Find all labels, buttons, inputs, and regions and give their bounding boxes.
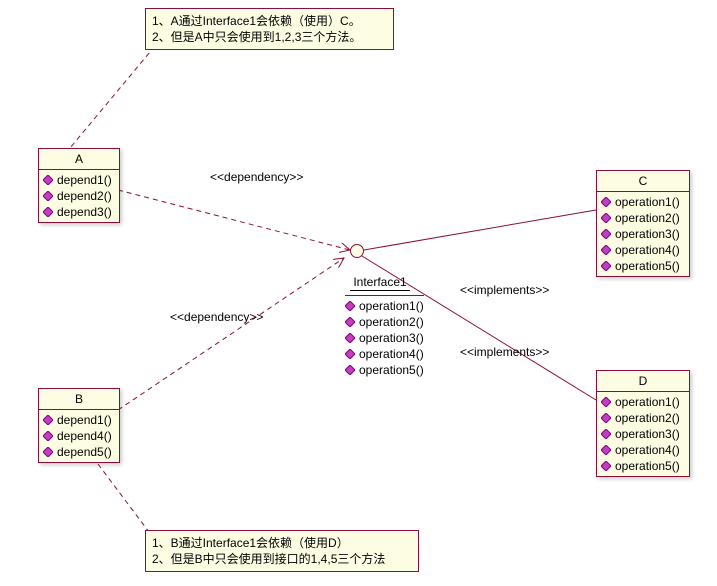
operation-icon xyxy=(43,431,53,441)
class-C-op: operation2() xyxy=(601,210,685,226)
edge-C_to_lolli xyxy=(364,210,596,250)
operation-icon xyxy=(601,429,611,439)
note-top: 1、A通过Interface1会依赖（使用）C。 2、但是A中只会使用到1,2,… xyxy=(145,8,394,50)
class-D-op: operation4() xyxy=(601,442,685,458)
operation-icon xyxy=(43,447,53,457)
label-implements-1: <<implements>> xyxy=(460,283,549,297)
interface-title: Interface1 xyxy=(350,275,410,291)
class-A-title: A xyxy=(39,149,119,170)
note-bottom-line2: 2、但是B中只会使用到接口的1,4,5三个方法 xyxy=(152,551,412,567)
class-C-op: operation5() xyxy=(601,258,685,274)
interface-op: operation5() xyxy=(345,362,424,378)
class-B-title: B xyxy=(39,389,119,410)
edge-note_top_to_A xyxy=(70,46,155,148)
class-C-body: operation1()operation2()operation3()oper… xyxy=(597,192,689,276)
operation-icon xyxy=(43,207,53,217)
operation-icon xyxy=(345,349,355,359)
operation-icon xyxy=(601,461,611,471)
operation-icon xyxy=(345,301,355,311)
note-bottom: 1、B通过Interface1会依赖（使用D） 2、但是B中只会使用到接口的1,… xyxy=(145,530,419,572)
label-implements-2: <<implements>> xyxy=(460,345,549,359)
label-dependency-2: <<dependency>> xyxy=(170,310,263,324)
class-D-op: operation1() xyxy=(601,394,685,410)
operation-icon xyxy=(345,365,355,375)
operation-icon xyxy=(601,397,611,407)
operation-icon xyxy=(601,413,611,423)
class-C-op: operation4() xyxy=(601,242,685,258)
edge-note_bot_to_B xyxy=(95,460,155,540)
class-C-op: operation3() xyxy=(601,226,685,242)
operation-icon xyxy=(345,317,355,327)
class-C-title: C xyxy=(597,171,689,192)
edge-A_to_lolli xyxy=(118,190,350,250)
operation-icon xyxy=(601,213,611,223)
interface-op: operation4() xyxy=(345,346,424,362)
interface-op: operation2() xyxy=(345,314,424,330)
interface-lollipop xyxy=(350,244,364,258)
class-D-op: operation3() xyxy=(601,426,685,442)
note-top-line2: 2、但是A中只会使用到1,2,3三个方法。 xyxy=(152,29,387,45)
edges-svg xyxy=(0,0,717,586)
class-B: B depend1()depend4()depend5() xyxy=(38,388,120,463)
operation-icon xyxy=(43,175,53,185)
class-C: C operation1()operation2()operation3()op… xyxy=(596,170,690,277)
operation-icon xyxy=(345,333,355,343)
class-C-op: operation1() xyxy=(601,194,685,210)
class-A-op: depend2() xyxy=(43,188,115,204)
label-dependency-1: <<dependency>> xyxy=(210,170,303,184)
operation-icon xyxy=(43,415,53,425)
class-A-body: depend1()depend2()depend3() xyxy=(39,170,119,222)
class-D-title: D xyxy=(597,371,689,392)
operation-icon xyxy=(601,229,611,239)
operation-icon xyxy=(43,191,53,201)
interface-op: operation3() xyxy=(345,330,424,346)
class-B-body: depend1()depend4()depend5() xyxy=(39,410,119,462)
class-D: D operation1()operation2()operation3()op… xyxy=(596,370,690,477)
class-B-op: depend1() xyxy=(43,412,115,428)
class-A-op: depend3() xyxy=(43,204,115,220)
operation-icon xyxy=(601,197,611,207)
class-B-op: depend4() xyxy=(43,428,115,444)
class-B-op: depend5() xyxy=(43,444,115,460)
class-A: A depend1()depend2()depend3() xyxy=(38,148,120,223)
edge-B_to_lolli xyxy=(118,258,344,410)
note-bottom-line1: 1、B通过Interface1会依赖（使用D） xyxy=(152,535,412,551)
class-A-op: depend1() xyxy=(43,172,115,188)
note-top-line1: 1、A通过Interface1会依赖（使用）C。 xyxy=(152,13,387,29)
class-D-op: operation2() xyxy=(601,410,685,426)
operation-icon xyxy=(601,445,611,455)
interface-ops: operation1()operation2()operation3()oper… xyxy=(345,295,424,378)
class-D-body: operation1()operation2()operation3()oper… xyxy=(597,392,689,476)
class-D-op: operation5() xyxy=(601,458,685,474)
interface-op: operation1() xyxy=(345,298,424,314)
operation-icon xyxy=(601,261,611,271)
operation-icon xyxy=(601,245,611,255)
